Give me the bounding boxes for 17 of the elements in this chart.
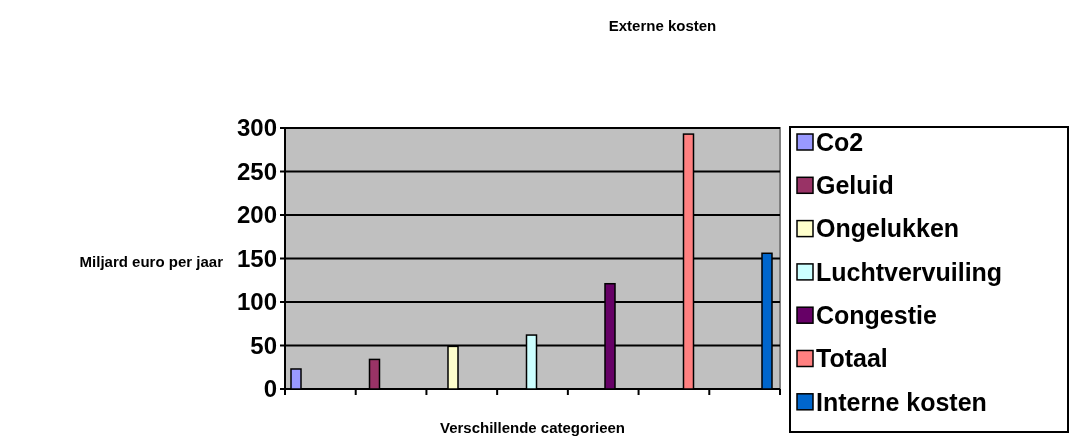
legend-label: Ongelukken [816, 214, 960, 243]
y-axis-title: Miljard euro per jaar [79, 253, 224, 270]
y-tick-label: 150 [236, 244, 277, 272]
legend-label: Luchtvervuiling [816, 257, 1003, 286]
chart-title: Externe kosten [608, 17, 717, 34]
legend-label: Congestie [816, 300, 937, 329]
y-tick-label: 300 [236, 114, 277, 142]
y-tick-label: 200 [236, 201, 277, 229]
y-tick-label: 0 [263, 375, 277, 403]
x-axis-title: Verschillende categorieen [439, 419, 626, 436]
legend-label: Interne kosten [816, 387, 987, 416]
y-tick-label: 100 [236, 288, 277, 316]
legend-label: Co2 [816, 127, 864, 156]
legend-label: Geluid [816, 171, 894, 200]
y-tick-label: 50 [250, 331, 277, 359]
legend-label: Totaal [816, 344, 888, 373]
y-tick-label: 250 [236, 157, 277, 185]
